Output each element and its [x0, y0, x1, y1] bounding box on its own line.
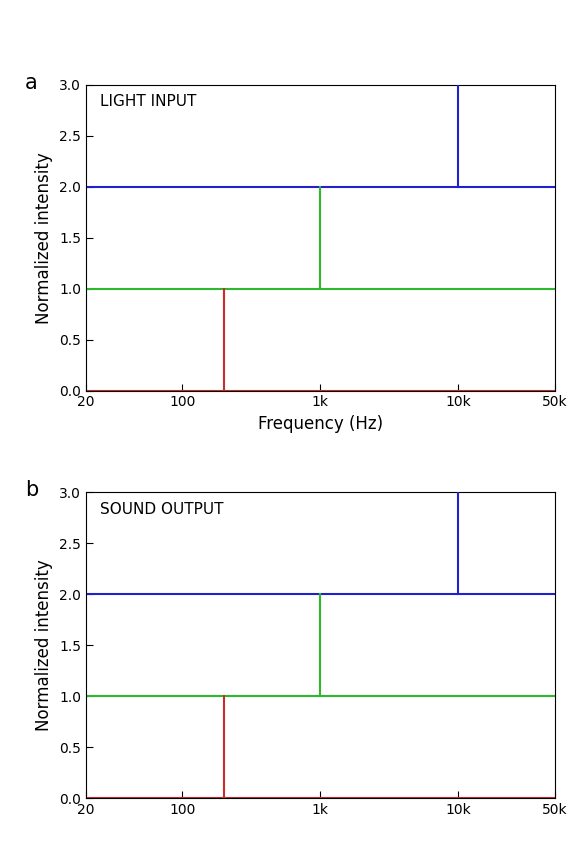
Text: a: a: [25, 73, 38, 93]
X-axis label: Frequency (Hz): Frequency (Hz): [258, 415, 383, 433]
Text: LIGHT INPUT: LIGHT INPUT: [100, 94, 196, 109]
Text: b: b: [25, 481, 38, 500]
Text: SOUND OUTPUT: SOUND OUTPUT: [100, 502, 224, 516]
Y-axis label: Normalized intensity: Normalized intensity: [35, 559, 53, 731]
Y-axis label: Normalized intensity: Normalized intensity: [35, 152, 53, 323]
